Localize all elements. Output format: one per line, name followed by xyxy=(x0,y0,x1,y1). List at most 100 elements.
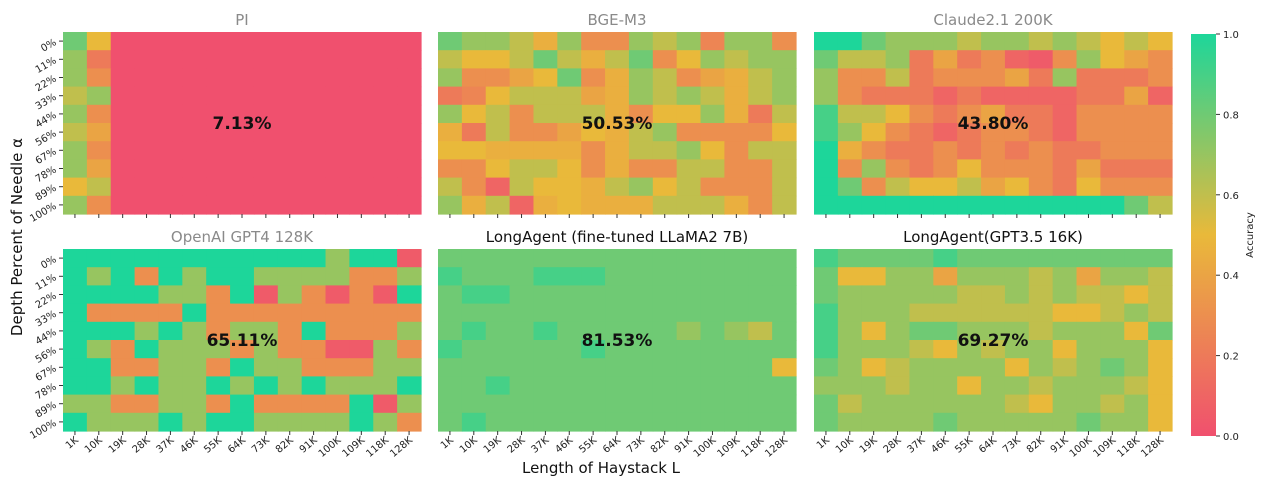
heatmap-cell xyxy=(349,68,374,88)
x-tick-label: 1K xyxy=(64,435,81,452)
heatmap-cell xyxy=(748,177,773,197)
heatmap-cell xyxy=(397,68,422,88)
heatmap-cell xyxy=(301,50,327,69)
heatmap-cell xyxy=(772,104,797,124)
heatmap-cell xyxy=(885,358,911,377)
heatmap-cell xyxy=(700,249,725,268)
heatmap-cell xyxy=(325,86,350,106)
heatmap-cell xyxy=(533,285,558,305)
heatmap-cell xyxy=(957,104,982,124)
heatmap-cell xyxy=(1004,376,1030,396)
heatmap-cell xyxy=(301,123,327,142)
heatmap-cell xyxy=(1004,267,1030,286)
heatmap-cell xyxy=(581,303,606,323)
heatmap-cell xyxy=(1076,195,1101,215)
heatmap-cell xyxy=(230,303,255,323)
heatmap-cell xyxy=(509,303,535,323)
heatmap-cell xyxy=(1148,285,1173,305)
heatmap-cell xyxy=(628,249,654,268)
heatmap-cell xyxy=(814,358,839,377)
heatmap-cell xyxy=(1028,249,1054,268)
heatmap-cell xyxy=(652,141,678,160)
heatmap-cell xyxy=(182,104,207,124)
heatmap-cell xyxy=(397,32,422,51)
y-tick-label: 56% xyxy=(34,345,59,366)
heatmap-cell xyxy=(748,249,773,268)
heatmap-cell xyxy=(748,195,773,215)
heatmap-cell xyxy=(1124,68,1149,88)
heatmap-cell xyxy=(86,303,112,323)
heatmap-cell xyxy=(1148,68,1173,88)
x-tick-label: 118K xyxy=(739,435,766,460)
heatmap-cell xyxy=(206,141,231,160)
heatmap-cell xyxy=(1124,141,1149,160)
heatmap-cell xyxy=(134,86,160,106)
heatmap-cell xyxy=(605,394,630,414)
heatmap-cell xyxy=(325,177,350,197)
heatmap-cell xyxy=(652,285,678,305)
heatmap-cell xyxy=(652,68,678,88)
heatmap-cell xyxy=(724,358,749,377)
heatmap-cell xyxy=(438,340,463,359)
heatmap-cell xyxy=(1004,412,1030,432)
heatmap-cell xyxy=(957,195,982,215)
heatmap-cell xyxy=(533,412,558,432)
heatmap-cell xyxy=(676,249,702,268)
heatmap-cell xyxy=(748,32,773,51)
heatmap-cell xyxy=(533,177,558,197)
heatmap-cell xyxy=(676,394,702,414)
heatmap-cell xyxy=(605,340,630,359)
heatmap-cell xyxy=(652,340,678,359)
heatmap-cell xyxy=(957,123,982,142)
heatmap-cell xyxy=(1100,141,1125,160)
heatmap-cell xyxy=(63,394,88,414)
heatmap-cell xyxy=(748,104,773,124)
x-axis-label: Length of Haystack L xyxy=(522,459,681,477)
heatmap-cell xyxy=(253,104,279,124)
heatmap-cell xyxy=(909,32,934,51)
heatmap-cell xyxy=(182,68,207,88)
x-tick-label: 82K xyxy=(274,435,296,456)
heatmap-cell xyxy=(438,376,463,396)
heatmap-cell xyxy=(748,340,773,359)
heatmap-cell xyxy=(581,285,606,305)
y-tick-label: 100% xyxy=(28,418,58,442)
heatmap-cell xyxy=(772,340,797,359)
heatmap-cell xyxy=(1124,104,1149,124)
heatmap-cell xyxy=(110,412,136,432)
heatmap-cell xyxy=(86,249,112,268)
x-tick-label: 118K xyxy=(1115,435,1142,460)
heatmap-cell xyxy=(1052,267,1078,286)
heatmap-cell xyxy=(277,123,303,142)
heatmap-cell xyxy=(1052,412,1078,432)
heatmap-cell xyxy=(1076,285,1101,305)
heatmap-cell xyxy=(110,177,136,197)
heatmap-cell xyxy=(277,86,303,106)
accuracy-label: 50.53% xyxy=(582,114,653,134)
heatmap-cell xyxy=(206,394,231,414)
heatmap-cell xyxy=(814,159,839,179)
heatmap-cell xyxy=(700,86,725,106)
heatmap-cell xyxy=(724,267,749,286)
heatmap-cell xyxy=(301,177,327,197)
heatmap-cell xyxy=(349,195,374,215)
heatmap-cell xyxy=(325,340,350,359)
y-tick-label: 100% xyxy=(28,201,58,225)
heatmap-cell xyxy=(461,267,487,286)
heatmap-cell xyxy=(1028,32,1054,51)
heatmap-cell xyxy=(206,68,231,88)
heatmap-cell xyxy=(63,50,88,69)
heatmap-cell xyxy=(1100,303,1125,323)
y-tick-label: 78% xyxy=(34,165,59,186)
heatmap-cell xyxy=(1148,159,1173,179)
heatmap-cell xyxy=(909,195,934,215)
heatmap-cell xyxy=(230,285,255,305)
heatmap-cell xyxy=(933,249,958,268)
heatmap-cell xyxy=(397,267,422,286)
heatmap-cell xyxy=(1028,358,1054,377)
heatmap-cell xyxy=(724,32,749,51)
heatmap-cell xyxy=(397,123,422,142)
heatmap-cell xyxy=(772,394,797,414)
heatmap-cell xyxy=(1052,358,1078,377)
heatmap-cell xyxy=(1100,358,1125,377)
